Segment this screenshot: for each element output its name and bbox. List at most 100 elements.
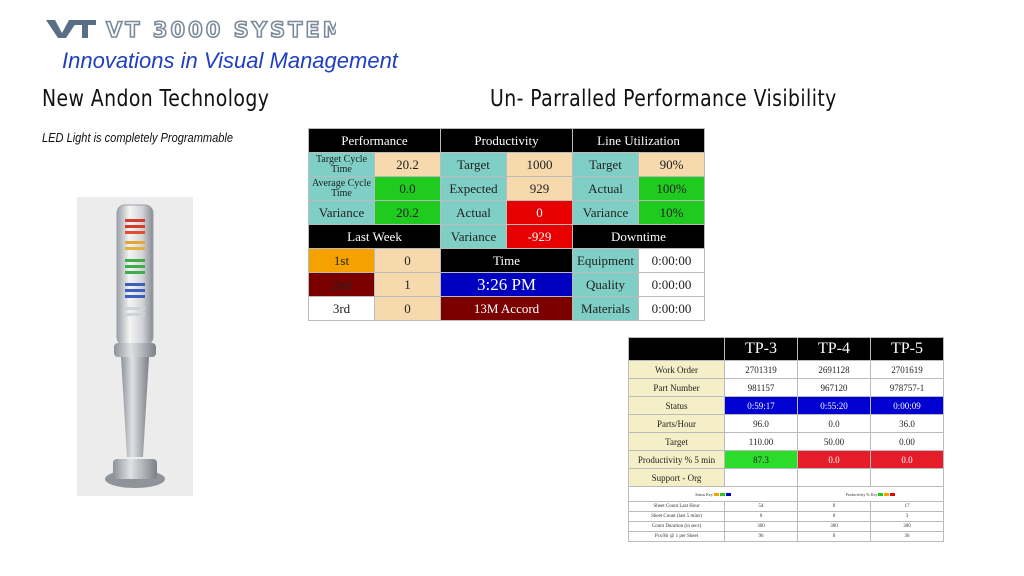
- heading-left: New Andon Technology: [42, 86, 270, 112]
- prod-target-value: 1000: [506, 152, 573, 177]
- table-cell: 978757-1: [870, 378, 944, 397]
- col-tp-3: TP-3: [724, 337, 798, 361]
- shift-2nd-value: 1: [374, 272, 441, 297]
- table-cell: 0.0: [797, 414, 871, 433]
- tp-corner: [628, 337, 725, 361]
- header-line-utilization: Line Utilization: [572, 128, 705, 153]
- util-target-value: 90%: [638, 152, 705, 177]
- productivity-cell: 0.0: [797, 450, 871, 469]
- table-cell: 96: [724, 531, 798, 542]
- table-cell: 0: [797, 511, 871, 522]
- productivity-cell: 87.3: [724, 450, 798, 469]
- table-cell: 0.00: [870, 432, 944, 451]
- prod-variance-value: -929: [506, 224, 573, 249]
- prod-actual-label: Actual: [440, 200, 507, 225]
- table-cell: 110.00: [724, 432, 798, 451]
- productivity-key-legend: Productivity % Key: [797, 486, 944, 502]
- row-label-status: Status: [628, 396, 725, 415]
- performance-dashboard: Performance Productivity Line Utilizatio…: [308, 128, 705, 321]
- vt-logo-mark-icon: VT 3000 SYSTEM: [46, 17, 336, 40]
- table-cell: 300: [870, 521, 944, 532]
- table-cell: 17: [870, 501, 944, 512]
- table-cell: 2691128: [797, 360, 871, 379]
- small-row-label: Sheet Count Last Hour: [628, 501, 725, 512]
- downtime-quality-value: 0:00:00: [638, 272, 705, 297]
- util-actual-value: 100%: [638, 176, 705, 201]
- table-cell: 2701619: [870, 360, 944, 379]
- prod-expected-value: 929: [506, 176, 573, 201]
- shift-2nd-label: 2nd: [308, 272, 375, 297]
- subline: LED Light is completely Programmable: [42, 130, 234, 145]
- andon-tower-light-icon: [105, 204, 165, 488]
- status-cell: 0:59:17: [724, 396, 798, 415]
- table-cell: 300: [724, 521, 798, 532]
- small-row-label: Count Duration (in secs): [628, 521, 725, 532]
- table-cell: 50.00: [797, 432, 871, 451]
- downtime-quality-label: Quality: [572, 272, 639, 297]
- util-variance-value: 10%: [638, 200, 705, 225]
- header-last-week: Last Week: [308, 224, 441, 249]
- prod-variance-label: Variance: [440, 224, 507, 249]
- table-cell: 300: [797, 521, 871, 532]
- vt3000-logo: VT 3000 SYSTEM: [46, 16, 336, 40]
- target-cycle-label: Target Cycle Time: [308, 152, 375, 177]
- model-value: 13M Accord: [440, 296, 573, 321]
- small-row-label: Pcs/Hr @ 1 per Sheet: [628, 531, 725, 542]
- row-label-parts-hour: Parts/Hour: [628, 414, 725, 433]
- small-row-label: Sheet Count (last 5 mins): [628, 511, 725, 522]
- shift-3rd-value: 0: [374, 296, 441, 321]
- prod-actual-value: 0: [506, 200, 573, 225]
- status-cell: 0:55:20: [797, 396, 871, 415]
- row-label-support-org: Support - Org: [628, 468, 725, 487]
- prod-target-label: Target: [440, 152, 507, 177]
- productivity-cell: 0.0: [870, 450, 944, 469]
- target-cycle-value: 20.2: [374, 152, 441, 177]
- col-tp-4: TP-4: [797, 337, 871, 361]
- header-productivity: Productivity: [440, 128, 573, 153]
- shift-1st-label: 1st: [308, 248, 375, 273]
- downtime-materials-label: Materials: [572, 296, 639, 321]
- table-cell: 3: [870, 511, 944, 522]
- logo-text: VT 3000 SYSTEM: [106, 18, 336, 40]
- header-downtime: Downtime: [572, 224, 705, 249]
- time-value: 3:26 PM: [440, 272, 573, 297]
- avg-cycle-label: Average Cycle Time: [308, 176, 375, 201]
- col-tp-5: TP-5: [870, 337, 944, 361]
- table-cell: 54: [724, 501, 798, 512]
- prod-expected-label: Expected: [440, 176, 507, 201]
- util-target-label: Target: [572, 152, 639, 177]
- status-cell: 0:00:09: [870, 396, 944, 415]
- table-cell: 96.0: [724, 414, 798, 433]
- table-cell: 981157: [724, 378, 798, 397]
- table-cell: 2701319: [724, 360, 798, 379]
- shift-1st-value: 0: [374, 248, 441, 273]
- table-cell: 0: [797, 501, 871, 512]
- row-label-work-order: Work Order: [628, 360, 725, 379]
- downtime-equipment-label: Equipment: [572, 248, 639, 273]
- row-label-part-number: Part Number: [628, 378, 725, 397]
- table-cell: 0: [724, 511, 798, 522]
- downtime-materials-value: 0:00:00: [638, 296, 705, 321]
- util-variance-label: Variance: [572, 200, 639, 225]
- status-key-label: Status Key: [695, 491, 713, 497]
- header-time: Time: [440, 248, 573, 273]
- table-cell: 36: [870, 531, 944, 542]
- table-cell: [724, 468, 798, 487]
- header-performance: Performance: [308, 128, 441, 153]
- tagline: Innovations in Visual Management: [62, 48, 398, 73]
- table-cell: [797, 468, 871, 487]
- downtime-equipment-value: 0:00:00: [638, 248, 705, 273]
- perf-variance-label: Variance: [308, 200, 375, 225]
- table-cell: 36.0: [870, 414, 944, 433]
- table-cell: 0: [797, 531, 871, 542]
- heading-right: Un- Parralled Performance Visibility: [490, 86, 837, 112]
- productivity-key-label: Productivity % Key: [845, 491, 878, 497]
- util-actual-label: Actual: [572, 176, 639, 201]
- perf-variance-value: 20.2: [374, 200, 441, 225]
- avg-cycle-value: 0.0: [374, 176, 441, 201]
- table-cell: 967120: [797, 378, 871, 397]
- press-status-table: TP-3 TP-4 TP-5 Work Order 2701319 269112…: [628, 337, 944, 542]
- row-label-productivity: Productivity % 5 min: [628, 450, 725, 469]
- andon-tower-image: [77, 197, 193, 496]
- row-label-target: Target: [628, 432, 725, 451]
